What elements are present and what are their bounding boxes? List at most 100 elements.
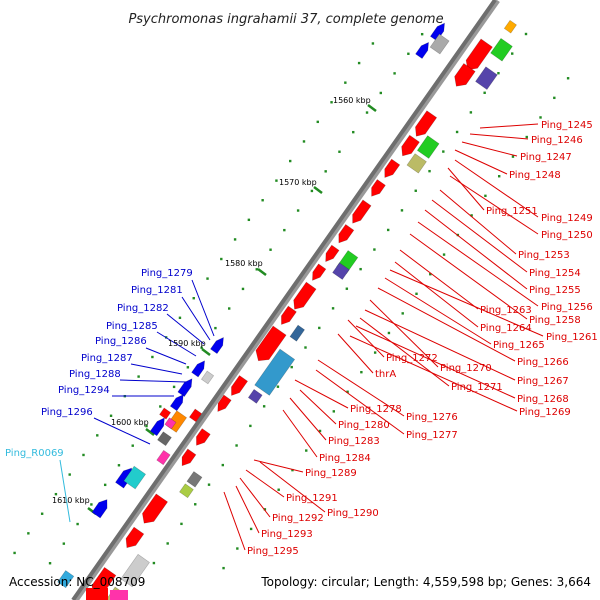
gene-feature <box>254 348 296 396</box>
gene-feature <box>179 483 194 499</box>
gene-feature-reverse <box>157 431 172 447</box>
tick-dot <box>27 532 30 535</box>
gene-label-ping-1251[interactable]: Ping_1251 <box>486 206 538 217</box>
gene-label-ping-1269[interactable]: Ping_1269 <box>519 407 571 418</box>
gene-forward <box>293 281 317 310</box>
gene-label-ping-1253[interactable]: Ping_1253 <box>518 250 570 261</box>
tick-dot <box>357 61 361 65</box>
gene-label-ping-1245[interactable]: Ping_1245 <box>541 120 593 131</box>
gene-label-ping-1280[interactable]: Ping_1280 <box>338 420 390 431</box>
leader-line <box>377 287 516 362</box>
gene-forward <box>142 493 169 524</box>
tick-dot <box>117 464 121 467</box>
tick-dot <box>54 492 58 496</box>
tick-dot <box>222 566 225 570</box>
leader-line <box>447 167 485 211</box>
tick-dot <box>497 175 501 178</box>
tick-dot <box>13 551 16 555</box>
gene-label-ping-1266[interactable]: Ping_1266 <box>517 357 569 368</box>
gene-feature-reverse <box>57 570 75 589</box>
leader-line <box>239 477 271 518</box>
leader-line <box>119 379 187 383</box>
gene-label-ping-1286[interactable]: Ping_1286 <box>95 336 147 347</box>
gene-label-ping-1264[interactable]: Ping_1264 <box>480 323 532 334</box>
tick-dot <box>275 179 278 182</box>
gene-label-ping-1268[interactable]: Ping_1268 <box>517 394 569 405</box>
gene-label-ping-1283[interactable]: Ping_1283 <box>328 436 380 447</box>
gene-feature-reverse <box>156 449 171 466</box>
tick-dot <box>276 385 280 388</box>
gene-feature-reverse <box>200 370 215 385</box>
gene-label-thra[interactable]: thrA <box>375 369 396 380</box>
gene-forward <box>325 244 340 263</box>
kbp-tick-mark <box>367 104 377 112</box>
leader-line <box>235 485 260 534</box>
gene-feature <box>86 588 108 600</box>
gene-label-ping-1258[interactable]: Ping_1258 <box>529 315 581 326</box>
label-leader-lines <box>59 123 544 551</box>
leader-line <box>431 199 528 273</box>
gene-label-ping-1284[interactable]: Ping_1284 <box>319 453 371 464</box>
gene-label-ping-1293[interactable]: Ping_1293 <box>261 529 313 540</box>
gene-label-ping-1282[interactable]: Ping_1282 <box>117 303 169 314</box>
gene-label-ping-1295[interactable]: Ping_1295 <box>247 546 299 557</box>
gene-feature-reverse <box>123 465 147 490</box>
tick-dot <box>180 522 183 526</box>
gene-label-ping-1272[interactable]: Ping_1272 <box>386 353 438 364</box>
tick-dot <box>62 542 66 545</box>
gene-label-ping-1294[interactable]: Ping_1294 <box>58 385 110 396</box>
gene-label-ping-1279[interactable]: Ping_1279 <box>141 268 193 279</box>
gene-label-ping-1276[interactable]: Ping_1276 <box>406 412 458 423</box>
gene-label-ping-1271[interactable]: Ping_1271 <box>451 382 503 393</box>
tick-dot <box>200 346 203 349</box>
gene-label-ping-1265[interactable]: Ping_1265 <box>493 340 545 351</box>
tick-dot <box>48 562 52 565</box>
gene-label-ping-r0069[interactable]: Ping_R0069 <box>5 448 64 459</box>
tick-dot <box>420 32 424 36</box>
leader-line <box>253 459 304 473</box>
leader-line <box>479 123 539 129</box>
tick-dot <box>324 170 327 173</box>
gene-label-ping-1291[interactable]: Ping_1291 <box>286 493 338 504</box>
tick-dot <box>414 189 417 192</box>
gene-label-ping-1246[interactable]: Ping_1246 <box>531 135 583 146</box>
tick-dot <box>194 503 197 506</box>
gene-label-ping-1290[interactable]: Ping_1290 <box>327 508 379 519</box>
gene-reverse <box>149 417 165 437</box>
gene-feature-reverse <box>188 408 203 423</box>
tick-dots <box>13 32 570 570</box>
gene-label-ping-1289[interactable]: Ping_1289 <box>305 468 357 479</box>
gene-label-ping-1296[interactable]: Ping_1296 <box>41 407 93 418</box>
gene-forward <box>454 63 476 87</box>
tick-dot <box>525 135 528 139</box>
tick-dot <box>310 189 314 193</box>
gene-label-ping-1249[interactable]: Ping_1249 <box>541 213 593 224</box>
gene-label-ping-1254[interactable]: Ping_1254 <box>529 268 581 279</box>
gene-label-ping-1277[interactable]: Ping_1277 <box>406 430 458 441</box>
gene-label-ping-1267[interactable]: Ping_1267 <box>517 376 569 387</box>
gene-label-ping-1281[interactable]: Ping_1281 <box>131 285 183 296</box>
gene-label-ping-1287[interactable]: Ping_1287 <box>81 353 133 364</box>
kbp-label-1590: 1590 kbp <box>168 339 206 348</box>
gene-label-ping-1292[interactable]: Ping_1292 <box>272 513 324 524</box>
gene-feature <box>490 37 513 62</box>
gene-label-ping-1270[interactable]: Ping_1270 <box>440 363 492 374</box>
gene-label-ping-1255[interactable]: Ping_1255 <box>529 285 581 296</box>
leader-line <box>166 313 205 345</box>
gene-feature <box>475 66 498 90</box>
tick-dot <box>40 512 44 515</box>
gene-label-ping-1285[interactable]: Ping_1285 <box>106 321 158 332</box>
leader-line <box>191 279 215 337</box>
gene-label-ping-1263[interactable]: Ping_1263 <box>480 305 532 316</box>
gene-label-ping-1247[interactable]: Ping_1247 <box>520 152 572 163</box>
tick-dot <box>393 72 396 75</box>
gene-label-ping-1250[interactable]: Ping_1250 <box>541 230 593 241</box>
gene-label-ping-1256[interactable]: Ping_1256 <box>541 302 593 313</box>
gene-label-ping-1278[interactable]: Ping_1278 <box>350 404 402 415</box>
gene-label-ping-1261[interactable]: Ping_1261 <box>546 332 598 343</box>
gene-reverse <box>169 394 184 412</box>
gene-label-ping-1248[interactable]: Ping_1248 <box>509 170 561 181</box>
gene-forward <box>281 305 297 325</box>
gene-label-ping-1288[interactable]: Ping_1288 <box>69 369 121 380</box>
